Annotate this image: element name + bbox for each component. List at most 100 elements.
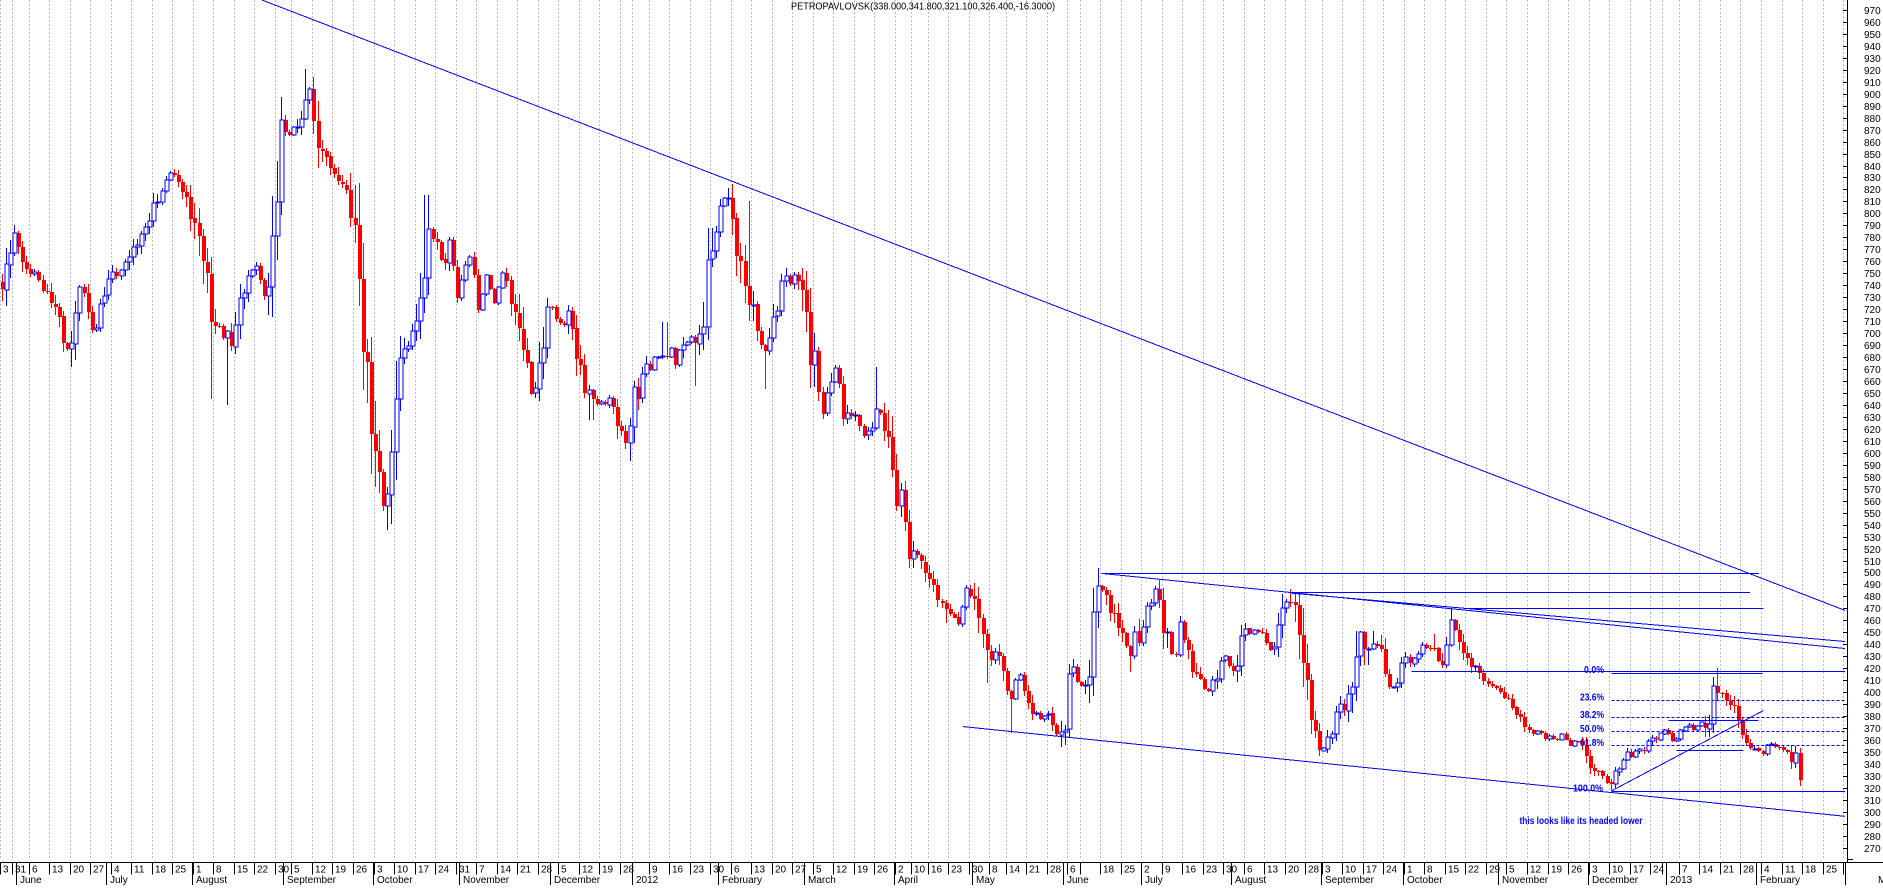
svg-text:17: 17	[1633, 865, 1645, 876]
svg-text:November: November	[463, 875, 510, 885]
svg-text:870: 870	[1864, 126, 1881, 137]
svg-text:2: 2	[898, 865, 904, 876]
svg-text:June: June	[20, 875, 42, 885]
svg-text:920: 920	[1864, 66, 1881, 77]
svg-text:630: 630	[1864, 413, 1881, 424]
svg-text:12: 12	[582, 865, 594, 876]
svg-text:19: 19	[602, 865, 614, 876]
svg-text:790: 790	[1864, 221, 1881, 232]
svg-text:4: 4	[114, 865, 120, 876]
svg-text:20: 20	[73, 865, 85, 876]
svg-text:28: 28	[623, 865, 635, 876]
svg-text:410: 410	[1864, 676, 1881, 687]
svg-text:740: 740	[1864, 281, 1881, 292]
svg-text:25: 25	[1826, 865, 1838, 876]
svg-text:820: 820	[1864, 185, 1881, 196]
svg-text:30: 30	[278, 865, 290, 876]
svg-text:24: 24	[438, 865, 450, 876]
svg-text:23: 23	[951, 865, 963, 876]
svg-text:29: 29	[1489, 865, 1501, 876]
svg-text:May: May	[976, 875, 995, 885]
svg-text:21: 21	[1723, 865, 1735, 876]
svg-text:570: 570	[1864, 485, 1881, 496]
svg-text:700: 700	[1864, 329, 1881, 340]
svg-text:22: 22	[1468, 865, 1480, 876]
svg-text:300: 300	[1864, 808, 1881, 819]
svg-text:28: 28	[541, 865, 553, 876]
svg-text:470: 470	[1864, 604, 1881, 615]
svg-text:26: 26	[1571, 865, 1583, 876]
svg-text:14: 14	[1702, 865, 1714, 876]
svg-text:310: 310	[1864, 796, 1881, 807]
svg-text:8: 8	[992, 865, 998, 876]
svg-text:760: 760	[1864, 257, 1881, 268]
svg-text:19: 19	[857, 865, 869, 876]
svg-text:380: 380	[1864, 712, 1881, 723]
svg-text:510: 510	[1864, 557, 1881, 568]
svg-text:24: 24	[1386, 865, 1398, 876]
svg-text:330: 330	[1864, 772, 1881, 783]
svg-text:2012: 2012	[636, 875, 659, 885]
svg-text:720: 720	[1864, 305, 1881, 316]
svg-text:this looks like its headed low: this looks like its headed lower	[1520, 816, 1643, 827]
svg-text:950: 950	[1864, 30, 1881, 41]
svg-text:August: August	[196, 875, 227, 885]
svg-text:July: July	[1145, 875, 1163, 885]
svg-text:June: June	[1067, 875, 1089, 885]
svg-text:520: 520	[1864, 545, 1881, 556]
svg-text:1: 1	[196, 865, 202, 876]
svg-text:730: 730	[1864, 293, 1881, 304]
svg-text:April: April	[898, 875, 918, 885]
svg-text:16: 16	[1185, 865, 1197, 876]
svg-text:27: 27	[93, 865, 105, 876]
svg-text:7: 7	[1682, 865, 1688, 876]
svg-text:780: 780	[1864, 233, 1881, 244]
svg-text:9: 9	[652, 865, 658, 876]
svg-text:14: 14	[1009, 865, 1021, 876]
svg-text:26: 26	[356, 865, 368, 876]
svg-text:30: 30	[713, 865, 725, 876]
svg-text:21: 21	[520, 865, 532, 876]
svg-text:23: 23	[1206, 865, 1218, 876]
svg-text:560: 560	[1864, 497, 1881, 508]
svg-text:800: 800	[1864, 209, 1881, 220]
svg-text:910: 910	[1864, 78, 1881, 89]
svg-text:270: 270	[1864, 844, 1881, 855]
svg-text:28: 28	[1743, 865, 1755, 876]
svg-text:360: 360	[1864, 736, 1881, 747]
svg-text:5: 5	[294, 865, 300, 876]
svg-text:30: 30	[1226, 865, 1238, 876]
svg-text:18: 18	[1805, 865, 1817, 876]
svg-text:830: 830	[1864, 173, 1881, 184]
svg-text:850: 850	[1864, 150, 1881, 161]
svg-text:810: 810	[1864, 197, 1881, 208]
svg-text:890: 890	[1864, 102, 1881, 113]
svg-text:16: 16	[672, 865, 684, 876]
svg-text:610: 610	[1864, 437, 1881, 448]
svg-text:490: 490	[1864, 580, 1881, 591]
svg-text:880: 880	[1864, 114, 1881, 125]
svg-text:580: 580	[1864, 473, 1881, 484]
svg-text:770: 770	[1864, 245, 1881, 256]
svg-text:370: 370	[1864, 724, 1881, 735]
svg-text:5: 5	[561, 865, 567, 876]
svg-text:480: 480	[1864, 592, 1881, 603]
svg-text:19: 19	[335, 865, 347, 876]
svg-text:3: 3	[3, 865, 9, 876]
svg-text:19: 19	[1551, 865, 1563, 876]
svg-text:340: 340	[1864, 760, 1881, 771]
svg-text:20: 20	[775, 865, 787, 876]
svg-text:December: December	[554, 875, 601, 885]
svg-text:3: 3	[1325, 865, 1331, 876]
svg-text:13: 13	[1267, 865, 1279, 876]
svg-text:10: 10	[914, 865, 926, 876]
svg-text:17: 17	[418, 865, 430, 876]
svg-text:15: 15	[1448, 865, 1460, 876]
svg-text:2013: 2013	[1670, 875, 1693, 885]
svg-text:500: 500	[1864, 568, 1881, 579]
svg-text:530: 530	[1864, 533, 1881, 544]
svg-text:660: 660	[1864, 377, 1881, 388]
svg-text:38.2%: 38.2%	[1580, 710, 1604, 721]
svg-text:25: 25	[175, 865, 187, 876]
svg-text:28: 28	[1308, 865, 1320, 876]
